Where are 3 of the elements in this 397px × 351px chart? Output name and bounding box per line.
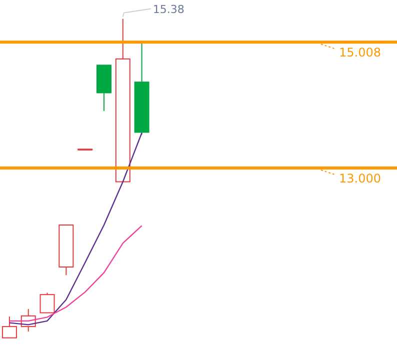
- y-tick-label: 13.000: [339, 171, 381, 186]
- annotation: 15.38: [152, 2, 184, 16]
- y-tick-label: 15.008: [339, 45, 381, 60]
